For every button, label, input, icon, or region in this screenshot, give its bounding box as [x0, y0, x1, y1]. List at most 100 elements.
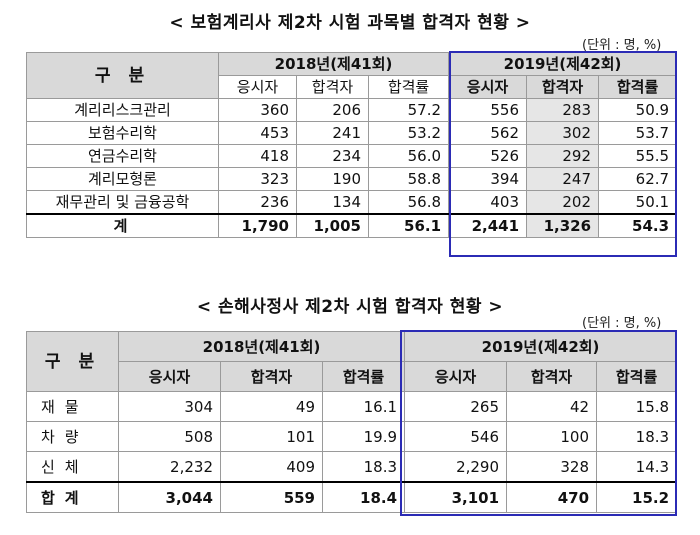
table-cell: 134	[296, 190, 369, 215]
table-cell: 53.7	[598, 121, 678, 145]
table-cell: 236	[218, 190, 297, 215]
table2-year-row: 구 분 2018년(제41회) 2019년(제42회)	[26, 331, 678, 392]
table2-subheader: 합격자	[220, 361, 323, 392]
table-cell: 409	[220, 451, 323, 483]
table2-subheader: 합격자	[506, 361, 598, 392]
row-label: 연금수리학	[26, 144, 219, 168]
table1-subheader: 합격자	[296, 75, 369, 99]
table2: 구 분 2018년(제41회) 2019년(제42회) 응시자 합격자 합격률 …	[26, 331, 678, 513]
table2-subheader: 응시자	[118, 361, 221, 392]
table-row: 재무관리 및 금융공학 236 134 56.8 403 202 50.1	[26, 190, 678, 215]
table-cell: 1,005	[296, 213, 369, 238]
table-cell: 241	[296, 121, 369, 145]
table1-subheader: 응시자	[218, 75, 297, 99]
row-label: 차량	[26, 421, 119, 452]
table-cell: 16.1	[321, 391, 406, 422]
table-cell: 14.3	[596, 451, 678, 483]
table1-year-2019: 2019년(제42회)	[448, 52, 678, 76]
table-cell: 265	[404, 391, 508, 422]
table-cell: 206	[296, 98, 369, 122]
table-cell: 283	[526, 98, 600, 122]
table-cell: 101	[220, 421, 323, 452]
row-label: 재물	[26, 391, 119, 422]
table-cell: 56.0	[367, 144, 450, 168]
table1-year-2018: 2018년(제41회)	[217, 52, 450, 76]
table-cell: 50.9	[598, 98, 678, 122]
table-cell: 18.3	[321, 451, 406, 483]
table-cell: 2,441	[448, 213, 528, 238]
row-label: 계리리스크관리	[26, 98, 219, 122]
table-cell: 394	[448, 167, 528, 191]
table-cell: 403	[448, 190, 528, 215]
table-cell: 15.8	[596, 391, 678, 422]
table1-header-label: 구 분	[26, 52, 219, 99]
table-cell: 1,326	[526, 213, 600, 238]
table-cell: 50.1	[598, 190, 678, 215]
table-cell: 292	[526, 144, 600, 168]
table2-subheader: 합격률	[596, 361, 678, 392]
table-cell: 302	[526, 121, 600, 145]
table-row: 계리모형론 323 190 58.8 394 247 62.7	[26, 167, 678, 191]
table-cell: 304	[118, 391, 221, 422]
table-cell: 508	[118, 421, 221, 452]
table2-subheader: 응시자	[404, 361, 508, 392]
row-label: 신체	[26, 451, 119, 483]
row-label: 계리모형론	[26, 167, 219, 191]
table1-year-row: 구 분 2018년(제41회) 2019년(제42회)	[26, 52, 678, 99]
table-cell: 247	[526, 167, 600, 191]
table-cell: 328	[506, 451, 598, 483]
table-cell: 62.7	[598, 167, 678, 191]
table-cell: 360	[218, 98, 297, 122]
table-row: 신체 2,232 409 18.3 2,290 328 14.3	[26, 451, 678, 483]
table-cell: 202	[526, 190, 600, 215]
table2-subheader-row: 응시자 합격자 합격률 응시자 합격자 합격률	[27, 361, 678, 392]
table-cell: 453	[218, 121, 297, 145]
table-cell: 15.2	[596, 481, 678, 513]
table-cell: 3,044	[118, 481, 221, 513]
table-row: 차량 508 101 19.9 546 100 18.3	[26, 421, 678, 452]
table-cell: 559	[220, 481, 323, 513]
table-cell: 49	[220, 391, 323, 422]
row-label: 재무관리 및 금융공학	[26, 190, 219, 215]
table1-subheader-row: 응시자 합격자 합격률 응시자 합격자 합격률	[27, 75, 678, 99]
table1-subheader: 합격률	[367, 75, 450, 99]
table-cell: 1,790	[218, 213, 297, 238]
table-cell: 54.3	[598, 213, 678, 238]
table2-unit: (단위 : 명, %)	[582, 316, 662, 331]
table-cell: 470	[506, 481, 598, 513]
table-cell: 56.8	[367, 190, 450, 215]
table-cell: 53.2	[367, 121, 450, 145]
table-row: 연금수리학 418 234 56.0 526 292 55.5	[26, 144, 678, 168]
table-cell: 55.5	[598, 144, 678, 168]
table-cell: 100	[506, 421, 598, 452]
table2-year-2018: 2018년(제41회)	[117, 331, 406, 362]
table-cell: 2,232	[118, 451, 221, 483]
table-cell: 19.9	[321, 421, 406, 452]
table-cell: 58.8	[367, 167, 450, 191]
table1-subheader: 합격률	[598, 75, 678, 99]
table-cell: 42	[506, 391, 598, 422]
table1-subheader: 응시자	[448, 75, 528, 99]
table-cell: 556	[448, 98, 528, 122]
table-row: 재물 304 49 16.1 265 42 15.8	[26, 391, 678, 422]
row-label: 보험수리학	[26, 121, 219, 145]
table-cell: 323	[218, 167, 297, 191]
table-cell: 56.1	[367, 213, 450, 238]
table-row: 보험수리학 453 241 53.2 562 302 53.7	[26, 121, 678, 145]
table1-subheader: 합격자	[526, 75, 600, 99]
table-cell: 546	[404, 421, 508, 452]
table-row: 계리리스크관리 360 206 57.2 556 283 50.9	[26, 98, 678, 122]
table-cell: 18.3	[596, 421, 678, 452]
table-cell: 418	[218, 144, 297, 168]
table-cell: 190	[296, 167, 369, 191]
table2-year-2019: 2019년(제42회)	[404, 331, 678, 362]
table-cell: 234	[296, 144, 369, 168]
table-cell: 18.4	[321, 481, 406, 513]
table-cell: 3,101	[404, 481, 508, 513]
table-cell: 2,290	[404, 451, 508, 483]
table2-title: < 손해사정사 제2차 시험 합격자 현황 >	[196, 297, 504, 317]
table2-total-row: 합계 3,044 559 18.4 3,101 470 15.2	[26, 481, 678, 513]
total-label: 합계	[26, 481, 119, 513]
table1-unit: (단위 : 명, %)	[582, 38, 662, 53]
table1-total-row: 계 1,790 1,005 56.1 2,441 1,326 54.3	[26, 213, 678, 238]
